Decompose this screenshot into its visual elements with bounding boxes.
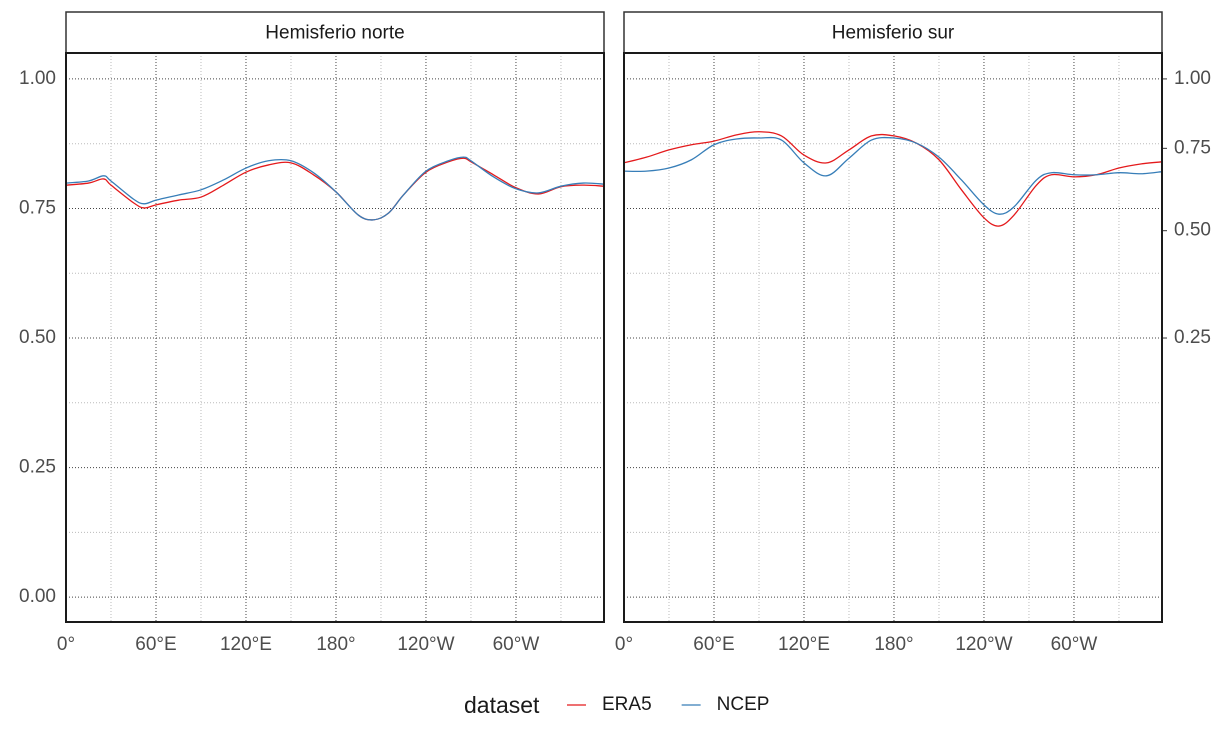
x-tick-label: 120°W: [397, 634, 454, 655]
x-tick-label: 60°W: [493, 634, 540, 655]
x-tick-label: 60°E: [693, 634, 734, 655]
x-tick-label: 60°E: [135, 634, 176, 655]
line: [65, 157, 605, 221]
line: [623, 131, 1163, 227]
panel-border: [65, 52, 605, 623]
x-tick-label: 0°: [57, 634, 75, 655]
x-tick-label: 120°E: [778, 634, 830, 655]
y2-tick-label: 1.00: [1174, 68, 1211, 89]
line: [65, 156, 605, 221]
strip: [65, 11, 605, 54]
panel-border: [623, 52, 1163, 623]
x-tick-label: 0°: [615, 634, 633, 655]
y-tick-label: 0.00: [19, 586, 56, 607]
y2-tick-label: 0.25: [1174, 327, 1211, 348]
y-tick-label: 0.75: [19, 197, 56, 218]
x-tick-label: 180°: [316, 634, 355, 655]
y-tick-label: 1.00: [19, 68, 56, 89]
legend-label: NCEP: [717, 694, 770, 715]
x-tick-label: 60°W: [1051, 634, 1098, 655]
y2-tick-label: 0.50: [1174, 220, 1211, 241]
x-tick-label: 120°E: [220, 634, 272, 655]
y2-tick-label: 0.75: [1174, 137, 1211, 158]
line: [623, 136, 1163, 215]
x-tick-label: 120°W: [955, 634, 1012, 655]
x-tick-label: 180°: [874, 634, 913, 655]
strip-title: Hemisferio sur: [832, 23, 955, 44]
legend-title: dataset: [464, 692, 540, 718]
legend-label: ERA5: [602, 694, 652, 715]
strip-title: Hemisferio norte: [265, 23, 404, 44]
y-tick-label: 0.50: [19, 327, 56, 348]
y-tick-label: 0.25: [19, 457, 56, 478]
